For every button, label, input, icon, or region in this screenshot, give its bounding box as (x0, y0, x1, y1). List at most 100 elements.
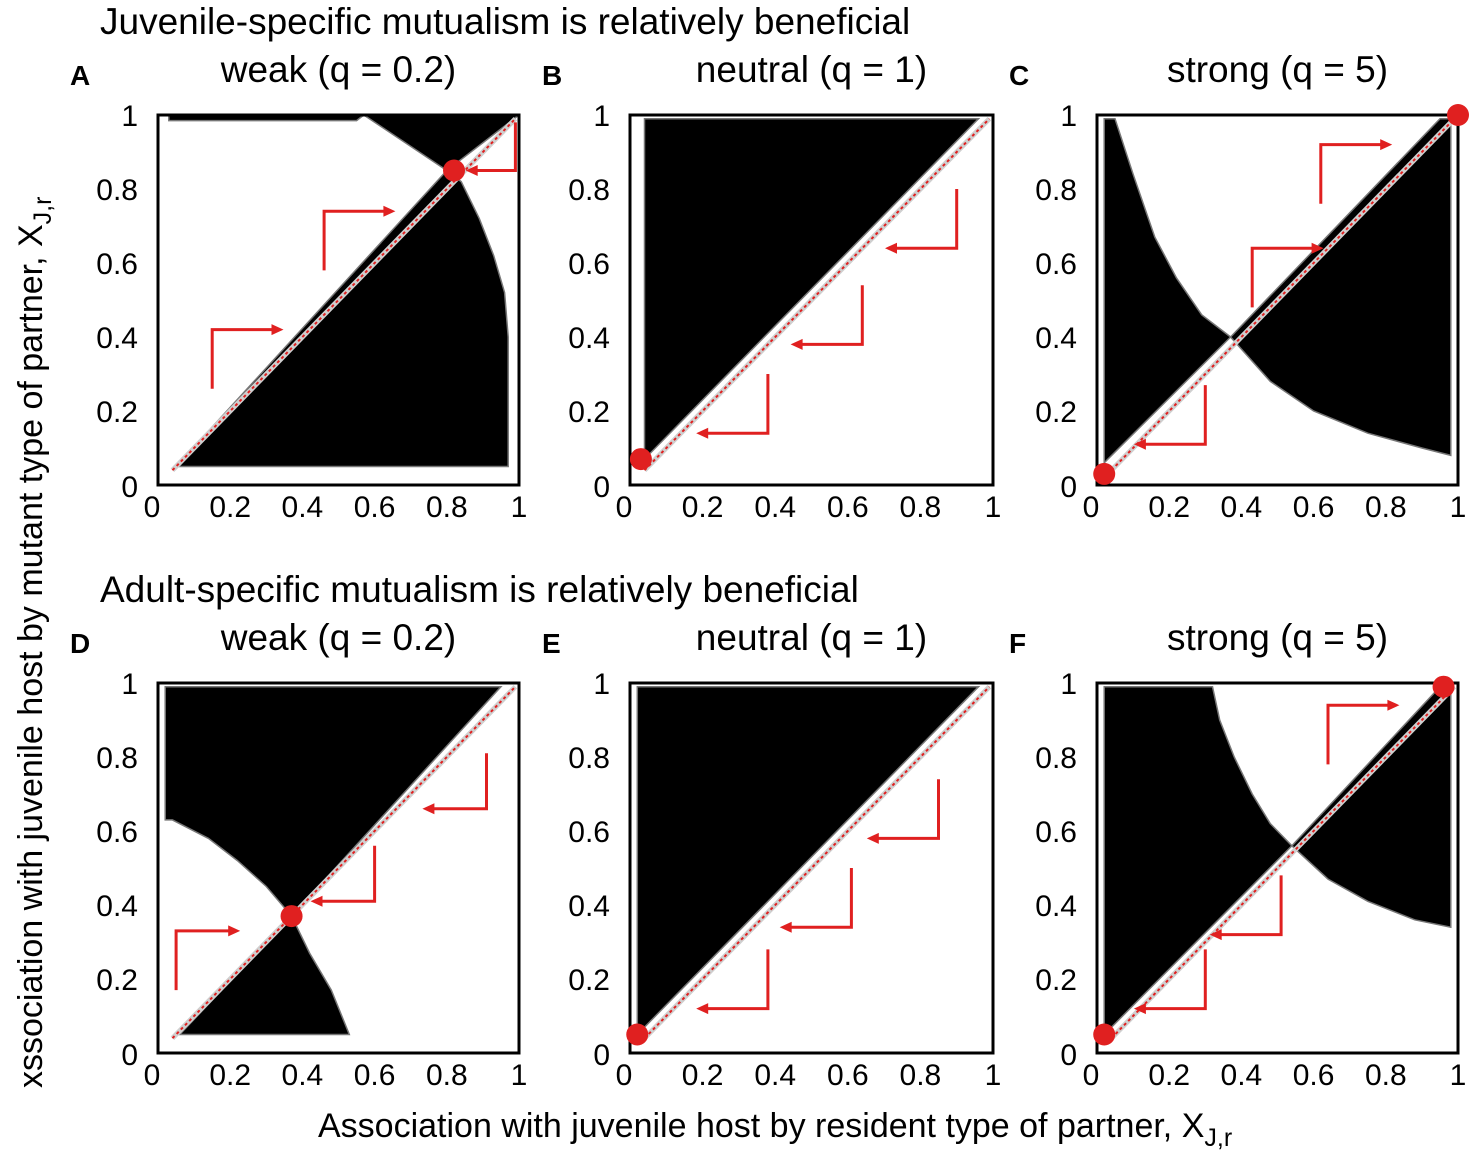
y-tick-label: 0 (593, 471, 610, 504)
x-tick-label: 0.6 (827, 491, 869, 524)
arrowhead-left (696, 427, 709, 439)
diagonal-line (643, 685, 991, 1039)
x-tick-label: 0.2 (1148, 1059, 1190, 1092)
singular-point (629, 448, 652, 471)
x-tick-label: 0.2 (209, 491, 251, 524)
invasion-region (1103, 685, 1293, 1037)
evolution-arrow-right (174, 929, 231, 991)
arrowhead-left (1209, 929, 1222, 941)
invasion-region (1229, 117, 1452, 457)
x-tick-label: 0.4 (754, 491, 796, 524)
arrowhead-left (422, 803, 435, 815)
singular-point (626, 1023, 649, 1046)
arrowhead-right (1380, 139, 1393, 151)
arrowhead-left (779, 921, 792, 933)
panels-group: 0 0.2 0.4 0.6 0.8 1 0 0.2 0.4 0.6 0.8 1 A weak (q = 0… (70, 49, 1469, 1092)
singular-point (1447, 104, 1469, 126)
panel-letter: A (70, 60, 90, 91)
singular-point (280, 905, 303, 928)
singular-point (1432, 675, 1455, 698)
evolution-arrow-left (789, 868, 853, 929)
x-tick-label: 0 (144, 1059, 161, 1092)
x-tick-label: 0.2 (1148, 491, 1190, 524)
evolution-arrow-left (706, 949, 770, 1011)
panel-title: neutral (q = 1) (696, 617, 927, 658)
x-tick-label: 1 (985, 491, 1002, 524)
y-tick-label: 0.8 (568, 174, 610, 207)
panel-title: weak (q = 0.2) (220, 617, 456, 658)
invasion-region (643, 117, 981, 461)
y-tick-label: 0.8 (1035, 174, 1077, 207)
panel-f: 0 0.2 0.4 0.6 0.8 1 0 0.2 0.4 0.6 0.8 1 F strong (q =… (1009, 617, 1466, 1092)
y-tick-label: 1 (1060, 668, 1077, 701)
y-tick-label: 0.2 (1035, 964, 1077, 997)
evolution-arrow-left (895, 189, 959, 250)
x-tick-label: 0.2 (209, 1059, 251, 1092)
evolution-arrow-left (800, 285, 864, 346)
evolution-arrow-left (876, 779, 940, 840)
invasion-region (362, 115, 519, 172)
diagonal-line (1110, 686, 1456, 1039)
x-tick-label: 1 (985, 1059, 1002, 1092)
panel-title: weak (q = 0.2) (220, 49, 456, 90)
x-axis-title-main: Association with juvenile host by reside… (318, 1107, 1204, 1145)
arrowhead-right (1387, 699, 1400, 711)
y-axis-title-main: xssociation with juvenile host by mutant… (12, 224, 50, 1088)
arrowhead-left (1133, 438, 1146, 450)
x-tick-label: 0.6 (354, 1059, 396, 1092)
y-tick-label: 1 (593, 668, 610, 701)
x-tick-label: 0.8 (426, 1059, 468, 1092)
y-tick-label: 0.4 (96, 890, 138, 923)
x-tick-label: 0.2 (682, 491, 724, 524)
arrowhead-left (866, 832, 879, 844)
y-tick-label: 0 (121, 1039, 138, 1072)
x-tick-label: 0.8 (1365, 491, 1407, 524)
y-tick-label: 0 (121, 471, 138, 504)
arrowhead-right (383, 205, 396, 217)
plot-area (630, 115, 993, 485)
y-tick-label: 0.8 (96, 174, 138, 207)
arrowhead-right (228, 925, 241, 937)
arrowhead-left (885, 242, 897, 254)
plot-frame (1095, 113, 1460, 487)
plot-area (1097, 683, 1458, 1053)
row-title-bottom: Adult-specific mutualism is relatively b… (100, 569, 859, 610)
y-tick-label: 0.8 (568, 742, 610, 775)
arrowhead-left (790, 338, 803, 350)
arrowhead-left (310, 895, 323, 907)
x-tick-label: 0 (1083, 491, 1100, 524)
plot-frame (628, 681, 995, 1055)
y-tick-label: 0.6 (1035, 816, 1077, 849)
row-title-top: Juvenile-specific mutualism is relativel… (100, 1, 910, 42)
y-tick-label: 0 (1060, 471, 1077, 504)
x-tick-label: 0.4 (1221, 491, 1263, 524)
panel-a: 0 0.2 0.4 0.6 0.8 100.20.40.60.81A weak (q = 0… (70, 49, 527, 524)
y-tick-label: 0.4 (1035, 890, 1077, 923)
y-tick-label: 0.8 (96, 742, 138, 775)
y-tick-label: 1 (593, 100, 610, 133)
panel-d: 0 0.2 0.4 0.6 0.8 100.20.40.60.81D weak (q = 0… (70, 617, 527, 1092)
panel-letter: D (70, 628, 90, 659)
diagonal-line (1110, 118, 1456, 471)
arrowhead-left (1133, 1003, 1146, 1015)
evolution-arrow-right (210, 328, 274, 389)
arrowhead-left (465, 165, 478, 176)
panel-c: 0 0.2 0.4 0.6 0.8 100.20.40.60.81C strong (q =… (1009, 49, 1469, 524)
panel-letter: F (1009, 628, 1026, 659)
arrowhead-left (696, 1003, 709, 1015)
x-tick-label: 1 (1450, 1059, 1467, 1092)
plot-frame (1095, 681, 1460, 1055)
x-tick-label: 0 (1083, 1059, 1100, 1092)
evolution-arrow-left (475, 122, 517, 172)
evolution-arrow-left (1219, 875, 1283, 937)
y-tick-label: 0.8 (1035, 742, 1077, 775)
y-tick-label: 0.2 (1035, 396, 1077, 429)
plot-frame (628, 113, 995, 487)
y-tick-label: 0.4 (96, 322, 138, 355)
x-tick-label: 0.6 (354, 491, 396, 524)
panel-b: 0 0.2 0.4 0.6 0.8 100.20.40.60.81B neutral (q … (542, 49, 1001, 524)
panel-e: 0 0.2 0.4 0.6 0.8 1 0 0.2 0.4 0.6 0.8 1 E neutral (q … (542, 617, 1001, 1092)
x-tick-label: 0.8 (900, 1059, 942, 1092)
x-axis-title-subscript: J,r (1204, 1124, 1232, 1152)
diagonal-line (171, 686, 517, 1039)
